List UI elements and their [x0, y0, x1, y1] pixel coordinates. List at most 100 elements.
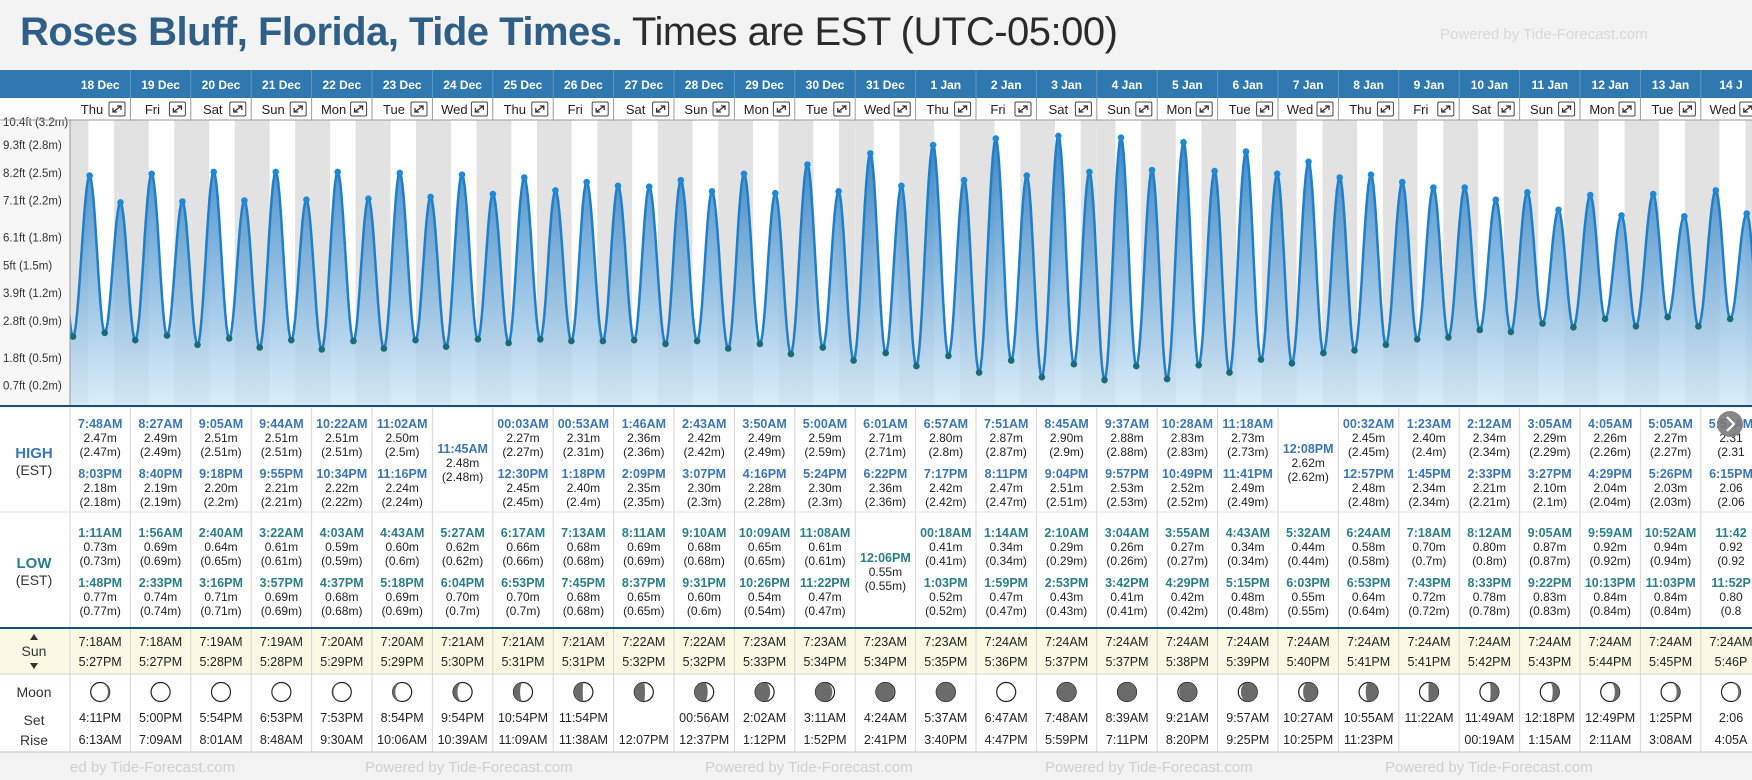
date-header: 9 Jan: [1414, 78, 1445, 92]
moon-phase-icon: [271, 681, 292, 703]
expand-day-button[interactable]: [1618, 101, 1636, 117]
low-tide-point: [1007, 357, 1015, 364]
tide-height-secondary: (2.4m): [1412, 445, 1447, 459]
sunset-time: 5:36PM: [985, 655, 1028, 669]
tide-height: 2.49m: [144, 431, 177, 445]
date-header: 12 Jan: [1592, 78, 1629, 92]
tide-time: 8:40PM: [139, 467, 183, 481]
expand-icon: [112, 105, 122, 113]
tide-height: 2.88m: [1110, 431, 1143, 445]
tide-time: 5:15PM: [1226, 576, 1270, 590]
sunset-time: 5:28PM: [199, 655, 242, 669]
moon-phase-icon: [694, 681, 715, 703]
expand-icon: [414, 105, 424, 113]
expand-day-button[interactable]: [1739, 101, 1752, 117]
expand-day-button[interactable]: [470, 101, 488, 117]
expand-day-button[interactable]: [712, 101, 730, 117]
moonset-time: 7:48AM: [1045, 711, 1088, 725]
expand-day-button[interactable]: [1678, 101, 1696, 117]
expand-day-button[interactable]: [591, 101, 609, 117]
weekday-label: Sat: [626, 102, 646, 117]
moonrise-time: 10:25PM: [1283, 733, 1333, 747]
expand-day-button[interactable]: [108, 101, 126, 117]
weekday-label: Wed: [1287, 102, 1314, 117]
expand-day-button[interactable]: [1135, 101, 1153, 117]
moonset-time: 7:53PM: [320, 711, 363, 725]
moonset-time: 6:47AM: [985, 711, 1028, 725]
moonset-time: 11:54PM: [559, 711, 608, 725]
expand-day-button[interactable]: [1497, 101, 1515, 117]
expand-day-button[interactable]: [289, 101, 307, 117]
tide-time: 2:12AM: [1467, 417, 1511, 431]
weekday-header-bar: [0, 98, 1752, 120]
sunrise-time: 7:24AM: [1407, 635, 1450, 649]
expand-day-button[interactable]: [893, 101, 911, 117]
tide-time: 6:17AM: [501, 526, 545, 540]
tide-height: 0.55m: [1292, 590, 1325, 604]
weekday-label: Sun: [1530, 102, 1553, 117]
expand-day-button[interactable]: [1256, 101, 1274, 117]
moon-phase-icon: [1358, 681, 1379, 703]
high-tide-point: [1524, 189, 1531, 196]
weekday-label: Fri: [568, 102, 583, 117]
high-tide-point: [708, 188, 716, 195]
expand-day-button[interactable]: [410, 101, 428, 117]
expand-day-button[interactable]: [1376, 101, 1394, 117]
weekday-label: Wed: [864, 102, 891, 117]
expand-icon: [897, 105, 907, 113]
tide-time: 3:16PM: [199, 576, 243, 590]
expand-day-button[interactable]: [168, 101, 186, 117]
high-tide-point: [427, 193, 434, 201]
tide-time: 1:03PM: [924, 576, 968, 590]
weekday-label: Fri: [145, 102, 160, 117]
expand-day-button[interactable]: [350, 101, 368, 117]
high-tide-point: [458, 171, 466, 178]
moonset-time: 12:49PM: [1585, 711, 1635, 725]
low-tide-point: [288, 336, 295, 344]
expand-day-button[interactable]: [531, 101, 549, 117]
low-tide-point: [1226, 369, 1233, 376]
high-tide-point: [1211, 167, 1218, 175]
expand-icon: [474, 105, 485, 113]
tide-height-secondary: (0.72m): [1408, 604, 1449, 618]
tide-time: 4:37PM: [320, 576, 364, 590]
moon-phase-icon: [1660, 681, 1681, 703]
tide-height: 2.83m: [1171, 431, 1204, 445]
expand-day-button[interactable]: [1558, 101, 1576, 117]
high-tide-point: [740, 170, 748, 178]
tide-height-secondary: (0.64m): [1348, 604, 1389, 618]
low-tide-point: [693, 337, 701, 345]
sunrise-time: 7:24AM: [1045, 635, 1088, 649]
expand-day-button[interactable]: [1437, 101, 1455, 117]
tide-height-secondary: (0.41m): [925, 554, 966, 568]
tide-height: 0.87m: [1533, 540, 1566, 554]
tide-height: 2.51m: [204, 431, 237, 445]
expand-day-button[interactable]: [229, 101, 247, 117]
scroll-right-button[interactable]: [1717, 411, 1743, 437]
expand-day-button[interactable]: [652, 101, 670, 117]
expand-day-button[interactable]: [1074, 101, 1092, 117]
expand-day-button[interactable]: [1316, 101, 1334, 117]
tide-height: 2.04m: [1594, 481, 1627, 495]
tide-time: 2:33PM: [1468, 467, 1512, 481]
expand-day-button[interactable]: [954, 101, 972, 117]
expand-day-button[interactable]: [833, 101, 851, 117]
high-tide-point: [552, 187, 559, 194]
title-bar: Roses Bluff, Florida, Tide Times. Times …: [0, 0, 1752, 70]
tide-height: 2.51m: [325, 431, 358, 445]
expand-day-button[interactable]: [772, 101, 790, 117]
tide-height: 0.84m: [1594, 590, 1627, 604]
expand-day-button[interactable]: [1195, 101, 1213, 117]
tide-height-secondary: (2.27m): [502, 445, 543, 459]
expand-day-button[interactable]: [1014, 101, 1032, 117]
tide-height: 0.47m: [808, 590, 841, 604]
low-tide-point: [662, 340, 669, 348]
sun-row-label: Sun: [22, 643, 47, 659]
high-tide-point: [645, 183, 653, 190]
sunrise-time: 7:24AM: [1709, 635, 1752, 649]
tide-height-secondary: (2.36m): [865, 495, 906, 509]
tide-height-secondary: (2.24m): [382, 495, 423, 509]
